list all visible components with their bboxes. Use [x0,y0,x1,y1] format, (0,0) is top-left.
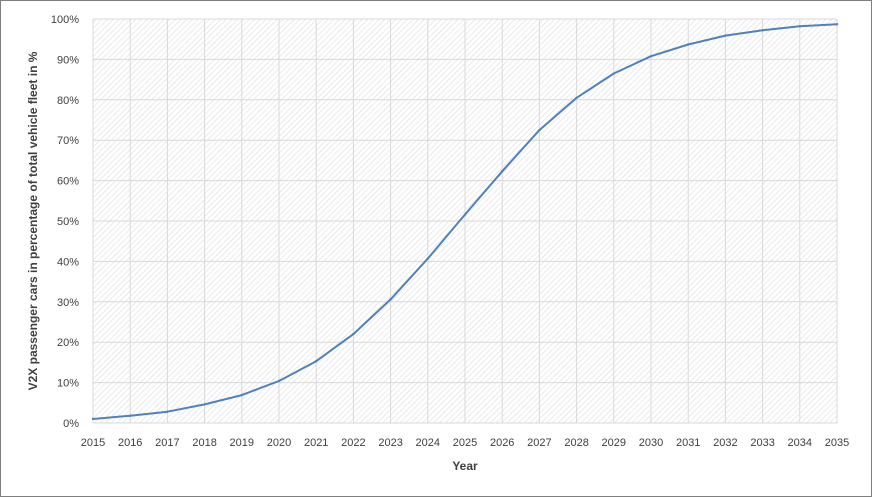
series-layer [91,23,839,421]
x-tick-label: 2017 [155,437,179,449]
y-tick-label: 10% [57,378,79,390]
y-axis-ticks: 0% 10% 20% 30% 40% 50% 60% 70% 80% 90% 100% [51,14,79,430]
x-tick-label: 2019 [230,437,254,449]
x-tick-label: 2024 [416,437,440,449]
x-tick-label: 2026 [490,437,514,449]
x-tick-label: 2022 [341,437,365,449]
data-point [277,379,281,383]
x-tick-label: 2028 [564,437,588,449]
data-point [835,23,839,26]
data-point [501,170,504,173]
x-tick-label: 2020 [267,437,291,449]
x-tick-label: 2027 [527,437,551,449]
y-tick-label: 20% [57,337,79,349]
y-tick-label: 70% [57,135,79,147]
x-tick-label: 2033 [750,437,774,449]
data-point [575,96,578,99]
data-point [687,43,690,46]
x-tick-label: 2021 [304,437,328,449]
x-tick-label: 2032 [713,437,737,449]
data-point [240,393,243,397]
data-point [761,29,764,32]
x-tick-label: 2031 [676,437,700,449]
x-tick-label: 2018 [192,437,216,449]
gridlines [92,18,838,424]
data-point [203,403,206,406]
x-tick-label: 2025 [453,437,477,449]
y-tick-label: 90% [57,54,79,66]
data-point [166,410,169,413]
data-point [649,54,653,58]
y-tick-label: 50% [57,216,79,228]
data-point [352,332,355,336]
data-point [426,257,429,260]
y-tick-label: 60% [57,176,79,188]
data-point [389,298,392,301]
x-axis-title: Year [452,459,478,473]
data-point [91,417,95,421]
x-tick-label: 2015 [81,437,105,449]
y-tick-label: 100% [51,14,79,26]
data-point [612,72,615,75]
y-tick-label: 30% [57,297,79,309]
x-tick-label: 2030 [639,437,663,449]
y-tick-label: 40% [57,256,79,268]
data-point [315,359,318,363]
y-axis-title: V2X passenger cars in percentage of tota… [26,51,40,390]
x-tick-label: 2016 [118,437,142,449]
data-point [724,34,727,37]
x-tick-label: 2029 [602,437,626,449]
data-point [538,128,541,132]
x-tick-label: 2023 [378,437,402,449]
x-tick-label: 2035 [825,437,849,449]
data-point [463,213,467,216]
y-tick-label: 0% [63,418,79,430]
x-axis-ticks: 2015 2016 2017 2018 2019 2020 2021 2022 2023 2024… [81,437,849,449]
data-point [798,25,801,28]
y-tick-label: 80% [57,95,79,107]
data-point [129,414,132,417]
x-tick-label: 2034 [788,437,812,449]
